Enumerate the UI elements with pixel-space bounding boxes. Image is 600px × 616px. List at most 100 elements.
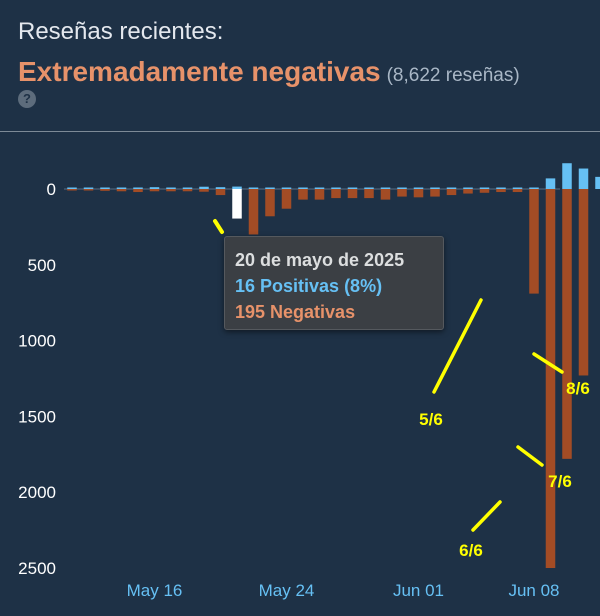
annotations: 5/6 6/6 7/6 8/6	[213, 219, 590, 560]
positive-bar[interactable]	[413, 187, 424, 190]
positive-bar[interactable]	[83, 187, 94, 190]
positive-bar[interactable]	[512, 187, 523, 190]
positive-bar[interactable]	[347, 187, 358, 190]
positive-bar[interactable]	[100, 187, 110, 190]
annotation-line	[213, 219, 224, 234]
tooltip-negative: 195 Negativas	[235, 302, 356, 322]
negative-bar[interactable]	[479, 189, 490, 193]
annotation-label: 7/6	[548, 472, 572, 491]
bar-tooltip: 20 de mayo de 2025 16 Positivas (8%) 195…	[224, 236, 444, 330]
positive-bar[interactable]	[430, 187, 440, 190]
y-tick-label: 2000	[18, 483, 56, 502]
y-tick-label: 500	[28, 256, 56, 275]
rating-summary: Extremadamente negativas (8,622 reseñas)	[18, 56, 520, 88]
divider	[0, 131, 600, 132]
positive-bar[interactable]	[133, 187, 143, 189]
positive-bar[interactable]	[446, 187, 457, 190]
y-tick-label: 1500	[18, 407, 56, 426]
tooltip-date: 20 de mayo de 2025	[235, 250, 405, 270]
review-count: (8,622 reseñas)	[386, 65, 520, 86]
positive-bar[interactable]	[397, 187, 407, 190]
annotation-label: 6/6	[459, 541, 483, 560]
x-axis: May 16 May 24 Jun 01 Jun 08	[127, 581, 560, 600]
positive-bar[interactable]	[479, 187, 490, 190]
positive-bar[interactable]	[380, 187, 391, 190]
negative-bar[interactable]	[545, 189, 556, 568]
negative-bar[interactable]	[149, 189, 160, 192]
rating-label[interactable]: Extremadamente negativas	[18, 56, 381, 87]
negative-bar[interactable]	[331, 189, 341, 199]
positive-bar[interactable]	[463, 187, 473, 190]
positive-bar[interactable]	[545, 178, 556, 189]
annotation-line	[432, 298, 483, 394]
positive-bar[interactable]	[364, 187, 374, 190]
negative-bar[interactable]	[298, 189, 308, 200]
negative-bar[interactable]	[314, 189, 325, 200]
negative-bar[interactable]	[100, 189, 110, 191]
negative-bar[interactable]	[182, 189, 193, 192]
negative-bar[interactable]	[463, 189, 473, 194]
positive-bar[interactable]	[199, 186, 209, 189]
negative-bar[interactable]	[67, 189, 77, 191]
negative-bar[interactable]	[166, 189, 176, 192]
positive-bar[interactable]	[67, 187, 77, 190]
negative-bar[interactable]	[562, 189, 572, 459]
y-tick-label: 1000	[18, 332, 56, 351]
positive-bar[interactable]	[314, 187, 325, 190]
negative-bar[interactable]	[446, 189, 457, 196]
question-mark-icon[interactable]: ?	[18, 90, 36, 108]
tooltip-positive: 16 Positivas (8%)	[235, 276, 383, 296]
positive-bar[interactable]	[116, 187, 127, 190]
negative-bar[interactable]	[397, 189, 407, 197]
x-tick-label: May 24	[259, 581, 315, 600]
negative-bar[interactable]	[83, 189, 94, 191]
negative-bar[interactable]	[512, 189, 523, 193]
negative-bar[interactable]	[248, 189, 259, 235]
bars	[67, 163, 600, 568]
x-tick-label: Jun 08	[508, 581, 559, 600]
negative-bar[interactable]	[413, 189, 424, 198]
positive-bar[interactable]	[562, 163, 572, 189]
negative-bar[interactable]	[347, 189, 358, 199]
negative-bar[interactable]	[215, 189, 226, 196]
positive-bar[interactable]	[281, 187, 292, 190]
negative-bar[interactable]	[430, 189, 440, 197]
positive-bar[interactable]	[149, 187, 160, 189]
negative-bar[interactable]	[116, 189, 127, 192]
negative-bar[interactable]	[265, 189, 275, 217]
x-tick-label: Jun 01	[393, 581, 444, 600]
positive-bar[interactable]	[215, 187, 226, 189]
negative-bar[interactable]	[496, 189, 506, 193]
negative-bar[interactable]	[133, 189, 143, 193]
annotation-line	[471, 500, 502, 532]
positive-bar[interactable]	[496, 187, 506, 190]
negative-bar[interactable]	[199, 189, 209, 192]
negative-bar[interactable]	[529, 189, 539, 294]
y-axis: 0 500 1000 1500 2000 2500	[18, 180, 56, 578]
negative-bar[interactable]	[364, 189, 374, 199]
positive-bar[interactable]	[248, 187, 259, 190]
positive-bar[interactable]	[595, 176, 600, 189]
x-tick-label: May 16	[127, 581, 183, 600]
positive-bar[interactable]	[182, 187, 193, 190]
positive-bar[interactable]	[166, 187, 176, 190]
positive-bar[interactable]	[331, 187, 341, 190]
negative-bar[interactable]	[380, 189, 391, 200]
negative-bar[interactable]	[578, 189, 589, 376]
section-title: Reseñas recientes:	[18, 18, 224, 45]
positive-bar[interactable]	[529, 187, 539, 190]
annotation-label: 8/6	[566, 379, 590, 398]
annotation-label: 5/6	[419, 410, 443, 429]
positive-bar[interactable]	[265, 187, 275, 190]
negative-bar[interactable]	[232, 189, 242, 219]
positive-bar[interactable]	[578, 168, 589, 189]
positive-bar[interactable]	[298, 187, 308, 190]
negative-bar[interactable]	[281, 189, 292, 209]
y-tick-label: 0	[47, 180, 56, 199]
positive-bar[interactable]	[232, 186, 242, 189]
annotation-line	[532, 352, 564, 374]
annotation-line	[516, 445, 544, 467]
y-tick-label: 2500	[18, 559, 56, 578]
